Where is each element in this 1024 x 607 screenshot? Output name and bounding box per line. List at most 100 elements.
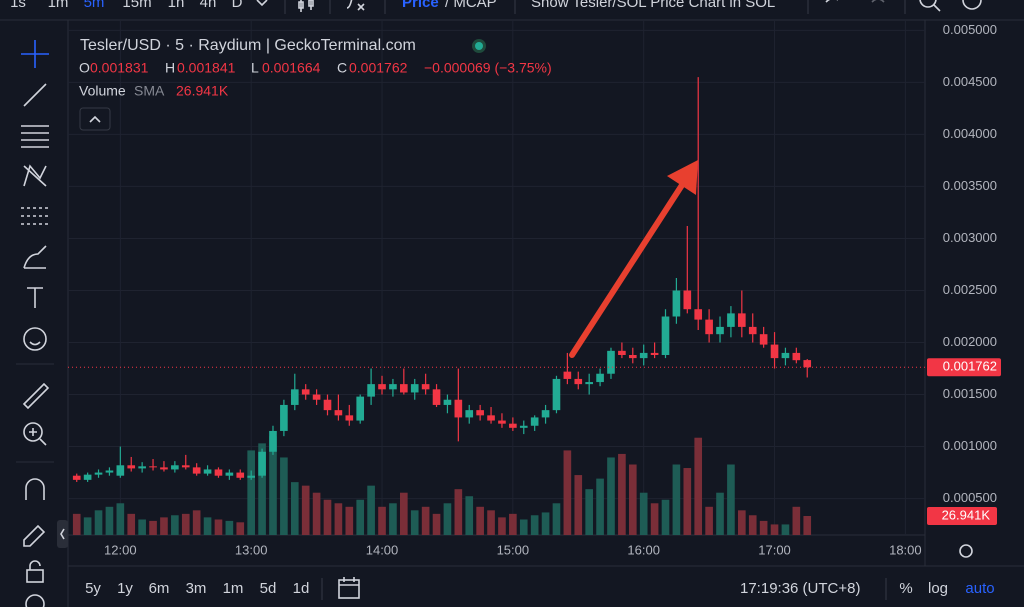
symbol-title: Tesler/USD · 5 · Raydium | GeckoTerminal…	[80, 37, 416, 54]
price-toggle[interactable]: Price	[402, 0, 439, 11]
candle-body	[563, 371, 572, 379]
auto-toggle[interactable]: auto	[965, 580, 994, 597]
chart-type[interactable]	[298, 0, 314, 12]
candle-body	[639, 352, 648, 359]
candle-body	[596, 373, 604, 383]
volume-bar	[127, 513, 136, 535]
fib-tool[interactable]	[21, 125, 49, 148]
magnet-tool[interactable]	[25, 478, 45, 500]
range[interactable]: 1y	[117, 580, 133, 597]
volume-bar	[530, 515, 539, 535]
volume-bar	[214, 519, 223, 535]
volume-bar	[138, 519, 146, 535]
zoom-tool[interactable]	[23, 422, 43, 442]
interval[interactable]: 1s	[10, 0, 26, 11]
candle-body	[312, 394, 321, 400]
range[interactable]: 5y	[85, 580, 101, 597]
go-to-date[interactable]	[338, 579, 360, 599]
candle-body	[367, 384, 375, 397]
candle-body	[650, 352, 659, 355]
range[interactable]: 3m	[186, 580, 207, 597]
volume-bar	[312, 492, 321, 535]
volume-bar	[509, 513, 517, 535]
interval[interactable]: 1h	[168, 0, 185, 11]
visibility-tool[interactable]	[25, 594, 45, 607]
volume-bar	[171, 515, 179, 535]
x-tick-label: 13:00	[235, 542, 268, 557]
range[interactable]: 5d	[260, 580, 277, 597]
interval[interactable]: 4h	[200, 0, 217, 11]
volume-bar	[585, 489, 593, 535]
candle-body	[421, 384, 430, 390]
candle-body	[225, 472, 234, 476]
log-toggle[interactable]: log	[928, 580, 948, 597]
change: −0.000069 (−3.75%)	[424, 60, 552, 76]
collapse-legend[interactable]	[79, 107, 111, 131]
redo[interactable]	[871, 0, 885, 3]
candle-body	[258, 451, 266, 476]
x-tick-label: 14:00	[366, 542, 399, 557]
candle-body	[803, 360, 812, 368]
sol-toggle[interactable]: Show Tesler/SOL Price Chart in SOL	[531, 0, 775, 11]
search[interactable]	[919, 0, 937, 8]
candle-body	[116, 465, 125, 476]
range[interactable]: 6m	[149, 580, 170, 597]
volume-bar	[356, 499, 365, 535]
volume-bar	[574, 475, 583, 535]
percent-toggle[interactable]: %	[899, 580, 912, 597]
ohlc-key: L	[251, 60, 259, 76]
y-tick-label: 0.004500	[943, 74, 997, 89]
volume-bar	[498, 517, 506, 535]
volume-bar	[443, 503, 452, 535]
prediction-tool[interactable]	[21, 207, 49, 225]
candle-body	[454, 399, 463, 418]
volume-bar	[149, 520, 157, 535]
lock-tool[interactable]	[26, 569, 44, 583]
candle-body	[574, 378, 583, 385]
x-tick-label: 18:00	[889, 542, 922, 557]
emoji-tool[interactable]	[23, 327, 47, 351]
indicators[interactable]	[346, 0, 365, 11]
last-price-label: 0.001762	[943, 359, 997, 374]
ohlc-key: H	[165, 60, 175, 76]
last-volume-tag	[927, 507, 997, 526]
pattern-tool[interactable]	[23, 164, 47, 187]
settings[interactable]	[962, 0, 982, 10]
lock-draw-tool[interactable]	[23, 524, 46, 547]
candle-body	[269, 430, 277, 452]
volume-bar	[247, 450, 255, 535]
lock-shackle	[29, 560, 41, 570]
range[interactable]: 1d	[293, 580, 310, 597]
axis-settings[interactable]	[959, 544, 973, 558]
text-tool[interactable]	[27, 287, 43, 308]
candle-body	[738, 313, 746, 327]
candle-body	[705, 319, 713, 335]
trendline-tool[interactable]	[23, 83, 47, 107]
collapse-tab[interactable]	[57, 520, 68, 548]
volume-bar	[400, 492, 408, 535]
interval[interactable]: D	[232, 0, 243, 11]
range[interactable]: 1m	[223, 580, 244, 597]
crosshair-tool[interactable]	[21, 40, 49, 68]
candle-body	[181, 465, 190, 468]
collapse-arrow	[60, 528, 65, 540]
candle-body	[410, 384, 419, 393]
mcap-toggle[interactable]: / MCAP	[445, 0, 497, 11]
ruler-tool[interactable]	[22, 382, 50, 410]
interval[interactable]: 15m	[122, 0, 151, 11]
volume-bar	[258, 443, 266, 535]
volume-bar	[389, 503, 397, 535]
more-intervals[interactable]	[256, 0, 268, 7]
interval[interactable]: 5m	[84, 0, 105, 11]
status-dot	[475, 42, 483, 50]
candle-body	[203, 469, 212, 474]
interval[interactable]: 1m	[48, 0, 69, 11]
brush-tool[interactable]	[23, 245, 47, 269]
volume-bar	[694, 437, 703, 535]
sma-label: SMA	[134, 83, 165, 99]
ohlc-value: 0.001664	[262, 60, 321, 76]
volume-bar	[759, 520, 768, 535]
x-tick-label: 15:00	[497, 542, 530, 557]
undo[interactable]	[825, 0, 838, 3]
